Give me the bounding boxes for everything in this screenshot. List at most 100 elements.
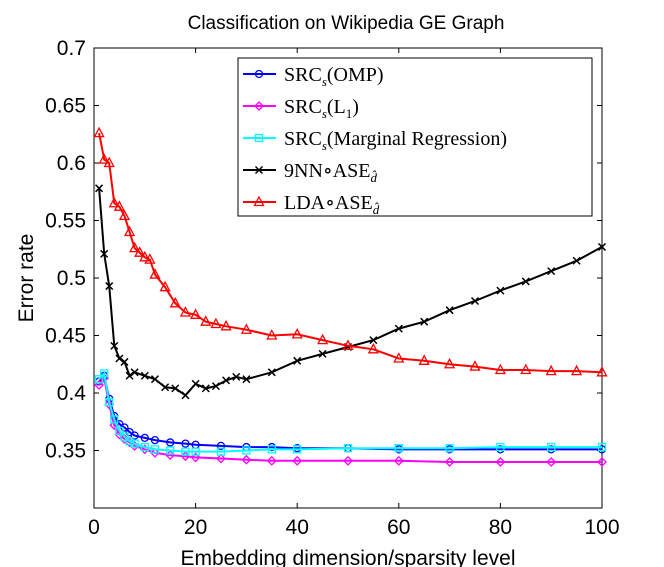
series-point (150, 447, 160, 458)
legend-entry-4: LDA∘ASEd̂ (284, 192, 380, 217)
y-tick-label: 0.55 (45, 210, 86, 233)
x-tick-label: 0 (88, 516, 100, 539)
series-point (124, 437, 135, 448)
series-point (191, 379, 200, 388)
series-point (241, 454, 252, 465)
series-4 (93, 126, 608, 377)
series-point (139, 250, 151, 262)
series-point (571, 364, 583, 376)
series-point (190, 308, 202, 319)
series-point (134, 246, 146, 257)
series-point (232, 372, 241, 381)
legend-rest: (L (327, 96, 346, 118)
series-point (115, 354, 124, 363)
series-point (597, 442, 607, 452)
series-point (104, 399, 115, 410)
series-point (393, 352, 405, 363)
series-point (216, 441, 226, 451)
series-point (93, 126, 105, 138)
series-point (181, 439, 190, 448)
legend-sub: d̂ (373, 202, 380, 217)
series-point (144, 253, 156, 264)
series-point (220, 319, 232, 331)
series-point (292, 455, 303, 466)
series-point (495, 457, 506, 467)
series-point (190, 452, 201, 463)
legend-marker (254, 165, 264, 175)
series-point (597, 242, 607, 251)
series-point (418, 354, 430, 365)
y-axis: 0.35 0.4 0.45 0.5 0.55 0.6 0.65 0.7 (45, 37, 602, 463)
series-point (394, 444, 403, 453)
legend-sub: d̂ (370, 170, 377, 185)
series-point (113, 200, 125, 211)
series-point (267, 445, 276, 454)
series-point (150, 445, 160, 454)
series-point (98, 153, 110, 164)
x-tick-label: 100 (584, 516, 619, 539)
series-point (496, 286, 505, 295)
legend-base: SRC (284, 128, 322, 150)
series-point (266, 455, 277, 466)
series-point (110, 341, 119, 350)
series-point (105, 398, 114, 407)
y-tick-label: 0.45 (45, 325, 86, 348)
series-point (216, 453, 226, 464)
series-point (342, 339, 354, 351)
legend: SRCs(OMP)SRCs(L1)SRCs(Marginal Regressio… (237, 57, 593, 217)
legend-base: SRC (284, 64, 322, 86)
series-point (149, 268, 161, 279)
series-point (444, 457, 455, 467)
series-point (125, 371, 134, 380)
series-point (171, 384, 180, 393)
series-point (242, 446, 251, 455)
series-point (115, 426, 124, 436)
series-point (161, 383, 170, 392)
series-point (394, 324, 403, 333)
series-point (108, 196, 120, 208)
legend-sub: s (322, 106, 327, 121)
series-point (201, 384, 210, 393)
series-point (420, 317, 429, 326)
series-point (293, 445, 302, 454)
legend-base: LDA∘ASE (284, 192, 373, 214)
legend-sub: s (322, 74, 327, 89)
series-point (94, 380, 104, 390)
series-point (103, 156, 115, 168)
series-point (318, 349, 327, 358)
y-axis-label: Error rate (15, 234, 38, 323)
series-point (597, 457, 607, 467)
legend-rest: (Marginal Regression) (327, 128, 507, 150)
series-point (140, 371, 149, 380)
legend-entry-2: SRCs(Marginal Regression) (284, 128, 507, 153)
series-point (129, 241, 141, 253)
series-point (494, 363, 506, 375)
x-tick-label: 40 (286, 516, 309, 539)
series-point (110, 415, 119, 424)
series-point (200, 315, 212, 326)
series-point (470, 296, 480, 306)
plot-series (93, 126, 608, 467)
legend-marker (253, 195, 265, 207)
series-point (120, 357, 129, 366)
legend-base: SRC (284, 96, 322, 118)
series-point (95, 184, 104, 193)
x-axis: 0 20 40 60 80 100 (88, 48, 620, 539)
chart-title: Classification on Wikipedia GE Graph (188, 13, 505, 34)
y-tick-label: 0.65 (45, 95, 86, 118)
series-point (181, 447, 190, 456)
series-point (469, 360, 481, 371)
series-point (343, 444, 353, 453)
series-line (98, 132, 603, 374)
x-tick-label: 60 (387, 516, 410, 539)
series-point (130, 431, 139, 440)
series-point (291, 327, 303, 339)
series-point (393, 455, 404, 466)
series-point (150, 375, 159, 384)
series-point (179, 306, 192, 317)
series-3 (95, 184, 607, 400)
series-point (211, 382, 220, 391)
y-tick-label: 0.6 (57, 152, 86, 175)
series-point (545, 364, 557, 376)
